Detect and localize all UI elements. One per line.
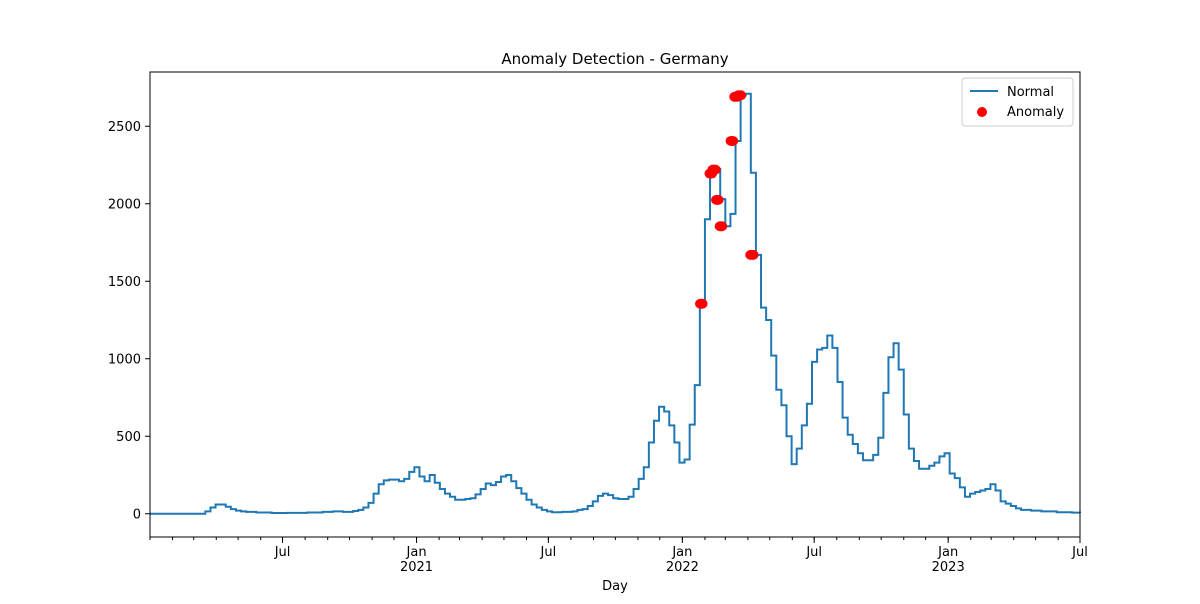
y-tick-label: 500 (116, 430, 141, 445)
plot-area-frame (149, 71, 1081, 538)
x-tick-year-label: 2021 (400, 560, 433, 575)
x-tick-label: Jul (1071, 545, 1088, 560)
y-tick-label: 1500 (108, 275, 141, 290)
x-tick-label: Jul (540, 545, 557, 560)
x-tick-label: Jul (805, 545, 822, 560)
legend: Normal Anomaly (961, 77, 1074, 127)
legend-anomaly-swatch (977, 107, 987, 117)
anomaly-point (727, 135, 739, 146)
y-axis: 0 500 1000 1500 2000 2500 (108, 120, 150, 522)
y-tick-label: 2000 (108, 197, 141, 212)
y-tick-label: 0 (133, 507, 141, 522)
anomaly-point (709, 164, 721, 175)
y-tick-label: 2500 (108, 120, 141, 135)
plot-content (150, 90, 1081, 515)
chart-title: Anomaly Detection - Germany (501, 50, 728, 68)
x-tick-year-label: 2023 (932, 560, 965, 575)
legend-anomaly-label: Anomaly (1007, 105, 1064, 120)
anomaly-point (747, 249, 759, 260)
x-axis-label: Day (602, 579, 628, 594)
x-tick-year-label: 2022 (666, 560, 699, 575)
legend-normal-label: Normal (1007, 85, 1054, 100)
y-tick-label: 1000 (108, 352, 141, 367)
anomaly-point (716, 221, 728, 232)
x-tick-label: Jan (937, 545, 958, 560)
x-tick-label: Jan (671, 545, 692, 560)
x-tick-label: Jan (406, 545, 427, 560)
anomaly-point (696, 298, 708, 309)
series-line-normal (150, 92, 1081, 515)
anomaly-point (712, 194, 724, 205)
anomaly-point (735, 90, 747, 101)
x-tick-label: Jul (274, 545, 291, 560)
